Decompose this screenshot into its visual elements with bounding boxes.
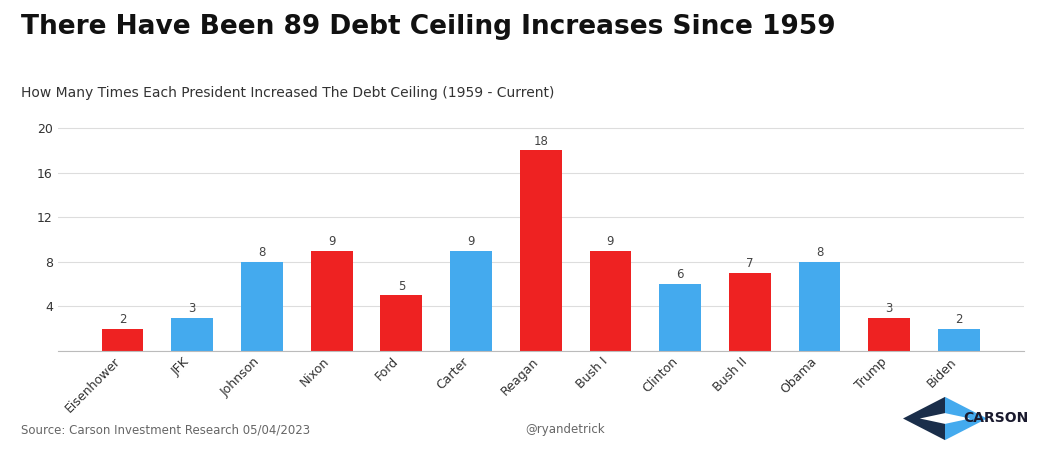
Bar — [729, 273, 771, 351]
Text: @ryandetrick: @ryandetrick — [525, 423, 605, 436]
Text: 2: 2 — [119, 313, 126, 326]
Text: 5: 5 — [398, 279, 405, 292]
Text: 3: 3 — [885, 302, 892, 315]
Bar — [242, 262, 282, 351]
Text: 18: 18 — [533, 135, 548, 148]
Bar — [868, 318, 910, 351]
Bar — [938, 328, 980, 351]
Text: 9: 9 — [607, 235, 614, 248]
Text: CARSON: CARSON — [963, 411, 1028, 426]
Bar — [799, 262, 840, 351]
Bar — [450, 251, 492, 351]
Bar — [380, 295, 422, 351]
Bar — [102, 328, 144, 351]
Text: Source: Carson Investment Research 05/04/2023: Source: Carson Investment Research 05/04… — [21, 423, 310, 436]
Text: 2: 2 — [956, 313, 963, 326]
Text: 9: 9 — [467, 235, 475, 248]
Polygon shape — [945, 397, 987, 440]
Bar — [311, 251, 353, 351]
Text: 7: 7 — [747, 257, 754, 270]
Text: 6: 6 — [676, 268, 684, 281]
Bar — [520, 150, 562, 351]
Polygon shape — [903, 397, 945, 440]
Bar — [171, 318, 213, 351]
Text: There Have Been 89 Debt Ceiling Increases Since 1959: There Have Been 89 Debt Ceiling Increase… — [21, 14, 836, 40]
Text: 3: 3 — [189, 302, 196, 315]
Text: 8: 8 — [816, 246, 823, 259]
Bar — [659, 284, 701, 351]
Text: 9: 9 — [328, 235, 335, 248]
Text: How Many Times Each President Increased The Debt Ceiling (1959 - Current): How Many Times Each President Increased … — [21, 86, 554, 99]
Text: 8: 8 — [258, 246, 266, 259]
Bar — [589, 251, 631, 351]
